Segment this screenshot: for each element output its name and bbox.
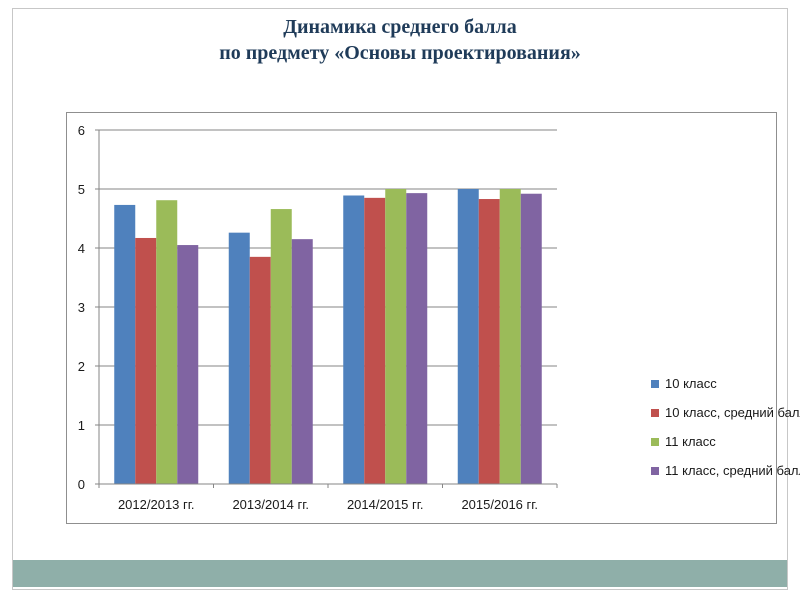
legend-swatch	[651, 409, 659, 417]
bar	[364, 197, 386, 484]
bar	[499, 189, 521, 484]
y-tick-label: 3	[78, 300, 85, 315]
y-tick-label: 0	[78, 477, 85, 492]
bar	[478, 199, 500, 484]
bar	[228, 232, 250, 484]
y-tick-label: 5	[78, 182, 85, 197]
chart-title: Динамика среднего балла по предмету «Осн…	[0, 14, 800, 66]
x-tick-label: 2014/2015 гг.	[347, 497, 424, 512]
legend-swatch	[651, 438, 659, 446]
bar	[406, 193, 428, 484]
bar	[343, 195, 365, 484]
bar	[135, 237, 157, 484]
chart-area: 0 1 2 3 4 5 6 2012/2013 гг. 2013/2014 гг. 2014/20…	[66, 112, 800, 524]
x-tick-label: 2015/2016 гг.	[461, 497, 538, 512]
legend-label: 11 класс	[665, 434, 716, 449]
bar	[249, 256, 271, 484]
legend-label: 10 класс, средний балл	[665, 405, 800, 420]
y-tick-label: 2	[78, 359, 85, 374]
legend-label: 11 класс, средний балл	[665, 463, 800, 478]
bar-chart: 0 1 2 3 4 5 6 2012/2013 гг. 2013/2014 гг. 2014/20…	[78, 123, 558, 512]
legend-swatch	[651, 467, 659, 475]
bar	[457, 189, 479, 484]
bar	[291, 239, 313, 484]
bar	[385, 189, 407, 484]
footer-band	[13, 560, 787, 587]
y-tick-label: 4	[78, 241, 85, 256]
y-tick-label: 6	[78, 123, 85, 138]
legend-label: 10 класс	[665, 376, 717, 391]
bar	[156, 200, 178, 484]
x-tick-label: 2012/2013 гг.	[118, 497, 195, 512]
bar	[270, 209, 292, 484]
chart-title-line-1: Динамика среднего балла	[283, 16, 517, 38]
legend-swatch	[651, 380, 659, 388]
bar	[520, 193, 542, 484]
x-tick-label: 2013/2014 гг.	[232, 497, 309, 512]
y-tick-label: 1	[78, 418, 85, 433]
bar	[177, 245, 199, 484]
chart-title-line-2: по предмету «Основы проектирования»	[219, 42, 581, 64]
bar	[114, 204, 136, 484]
